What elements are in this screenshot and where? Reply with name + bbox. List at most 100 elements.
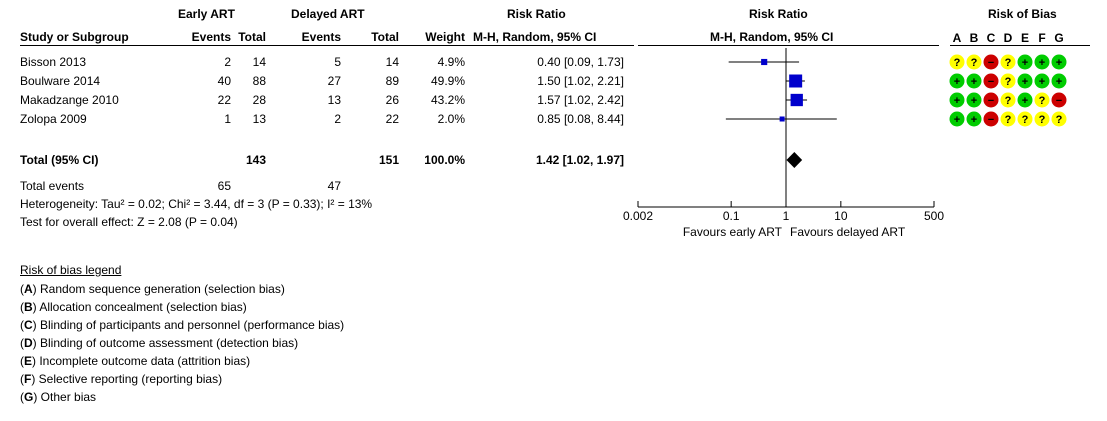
plot-method-header: M-H, Random, 95% CI <box>710 30 834 44</box>
rob-column-letter: C <box>987 31 996 45</box>
total2-sum: 151 <box>378 153 399 167</box>
rob-low-icon <box>1034 54 1050 70</box>
rob-symbol: ? <box>1005 95 1012 107</box>
heterogeneity-text: Heterogeneity: Tau² = 0.02; Chi² = 3.44,… <box>20 197 373 211</box>
legend-title: Risk of bias legend <box>20 263 122 277</box>
rob-unclear-icon <box>1000 54 1016 70</box>
total1-cell: 14 <box>252 55 266 69</box>
total-events-label: Total events <box>20 179 85 193</box>
study-name: Boulware 2014 <box>20 74 101 88</box>
study-name: Makadzange 2010 <box>20 93 119 107</box>
total2-cell: 14 <box>385 55 399 69</box>
legend-key: A <box>24 282 33 296</box>
legend-item: (G) Other bias <box>20 390 97 404</box>
weight-cell: 4.9% <box>437 55 465 69</box>
rob-symbol: ? <box>1022 114 1029 126</box>
total1-sum: 143 <box>245 153 266 167</box>
rob-unclear-icon <box>1051 111 1067 127</box>
col-events1-header: Events <box>191 30 231 44</box>
total-weight: 100.0% <box>424 153 465 167</box>
x-tick-label: 0.002 <box>623 209 653 223</box>
events1-cell: 1 <box>224 112 231 126</box>
legend-item: (B) Allocation concealment (selection bi… <box>20 300 247 314</box>
rob-low-icon <box>966 73 982 89</box>
weight-cell: 2.0% <box>437 112 465 126</box>
rob-header-rule <box>950 45 1090 46</box>
rob-symbol: − <box>988 95 994 107</box>
rob-low-icon <box>1051 73 1067 89</box>
plot-header-rule <box>638 45 939 46</box>
col-events2-header: Events <box>301 30 341 44</box>
legend-item: (F) Selective reporting (reporting bias) <box>20 372 223 386</box>
total1-cell: 13 <box>252 112 266 126</box>
rob-unclear-icon <box>966 54 982 70</box>
total1-cell: 28 <box>252 93 266 107</box>
rob-high-icon <box>983 73 999 89</box>
study-name: Bisson 2013 <box>20 55 87 69</box>
legend-text: Other bias <box>37 390 97 404</box>
total-events2: 47 <box>327 179 341 193</box>
col-study-header: Study or Subgroup <box>20 30 129 44</box>
rob-low-icon <box>1017 54 1033 70</box>
rob-symbol: + <box>1039 57 1045 69</box>
col-method-header: M-H, Random, 95% CI <box>473 30 597 44</box>
rob-low-icon <box>949 73 965 89</box>
rob-symbol: ? <box>1005 57 1012 69</box>
rob-symbol: + <box>971 114 977 126</box>
legend-item: (E) Incomplete outcome data (attrition b… <box>20 354 251 368</box>
group1-header: Early ART <box>178 7 235 21</box>
total2-cell: 26 <box>385 93 399 107</box>
weight-cell: 49.9% <box>430 74 465 88</box>
rob-symbol: + <box>971 76 977 88</box>
rob-symbol: + <box>954 95 960 107</box>
rob-symbol: + <box>1022 95 1028 107</box>
legend-text: Blinding of participants and personnel (… <box>36 318 345 332</box>
events2-cell: 2 <box>334 112 341 126</box>
rob-symbol: ? <box>954 57 961 69</box>
legend-item: (A) Random sequence generation (selectio… <box>20 282 285 296</box>
overall-effect-text: Test for overall effect: Z = 2.08 (P = 0… <box>20 215 238 229</box>
rob-symbol: + <box>1056 57 1062 69</box>
rob-symbol: + <box>954 114 960 126</box>
rob-low-icon <box>949 111 965 127</box>
total-ci: 1.42 [1.02, 1.97] <box>535 153 624 167</box>
events2-cell: 13 <box>327 93 341 107</box>
rob-symbol: + <box>954 76 960 88</box>
rob-low-icon <box>1034 73 1050 89</box>
rob-symbol: − <box>988 76 994 88</box>
col-total2-header: Total <box>371 30 399 44</box>
rr-title-left: Risk Ratio <box>507 7 566 21</box>
study-name: Zolopa 2009 <box>20 112 87 126</box>
point-estimate-square <box>789 74 803 88</box>
total1-cell: 88 <box>252 74 266 88</box>
rob-low-icon <box>966 111 982 127</box>
col-weight-header: Weight <box>425 30 465 44</box>
ci-cell: 0.40 [0.09, 1.73] <box>537 55 624 69</box>
rob-symbol: + <box>971 95 977 107</box>
col-total1-header: Total <box>238 30 266 44</box>
legend-text: Blinding of outcome assessment (detectio… <box>36 336 299 350</box>
rob-low-icon <box>1051 54 1067 70</box>
rob-high-icon <box>983 92 999 108</box>
x-tick-label: 500 <box>924 209 944 223</box>
legend-text: Allocation concealment (selection bias) <box>36 300 247 314</box>
events1-cell: 2 <box>224 55 231 69</box>
rob-symbol: − <box>988 57 994 69</box>
pooled-diamond <box>786 152 803 168</box>
rob-symbol: + <box>1039 76 1045 88</box>
point-estimate-square <box>761 58 768 66</box>
rob-symbol: − <box>1056 95 1062 107</box>
legend-text: Selective reporting (reporting bias) <box>35 372 223 386</box>
events1-cell: 22 <box>217 93 231 107</box>
rob-symbol: ? <box>1005 114 1012 126</box>
rob-symbol: + <box>1022 57 1028 69</box>
legend-key: E <box>24 354 33 368</box>
rob-low-icon <box>949 92 965 108</box>
rob-unclear-icon <box>1034 111 1050 127</box>
ci-cell: 0.85 [0.08, 8.44] <box>537 112 624 126</box>
rob-low-icon <box>1017 92 1033 108</box>
x-tick-label: 1 <box>783 209 790 223</box>
rob-symbol: + <box>1022 76 1028 88</box>
x-tick-label: 0.1 <box>723 209 740 223</box>
